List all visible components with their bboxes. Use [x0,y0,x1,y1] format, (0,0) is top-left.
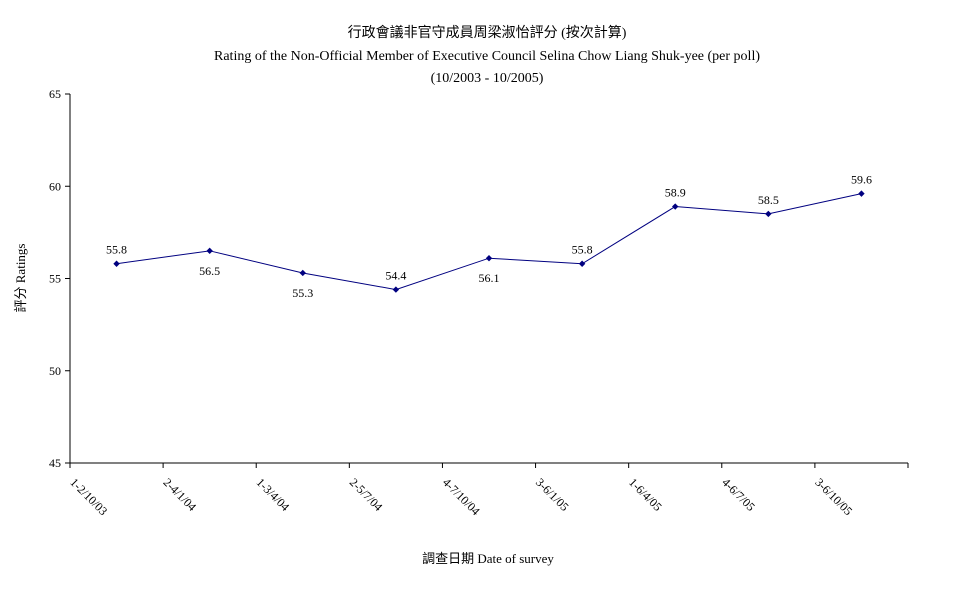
data-label: 58.5 [758,193,779,207]
data-point-marker [392,286,400,293]
axis-ticks: 45 50 55 60 65 1-2/10/03 2-4/1/04 1-3/4/04 2-5/7… [49,87,909,518]
x-tick-label: 1-3/4/04 [254,475,293,514]
data-point-marker [113,260,120,267]
data-label: 55.8 [572,243,593,257]
chart-title-zh: 行政會議非官守成員周梁淑怡評分 (按次計算) [348,24,627,41]
data-point-marker [672,203,679,210]
data-point-marker [299,269,306,277]
x-tick-label: 1-6/4/05 [626,475,665,514]
data-label: 54.4 [385,269,406,283]
chart-title-en: Rating of the Non-Official Member of Exe… [214,49,760,64]
data-point-marker [206,247,213,255]
y-tick-label: 50 [49,364,61,378]
y-tick-label: 65 [49,87,61,101]
data-labels: 55.8 56.5 55.3 54.4 56.1 55.8 58.9 58.5 59.6 [106,173,872,300]
x-tick-label: 2-5/7/04 [347,475,386,514]
data-point-marker [765,210,772,218]
x-tick-label: 1-2/10/03 [67,475,110,518]
data-label: 56.1 [479,271,500,285]
data-label: 59.6 [851,173,872,187]
x-tick-label: 2-4/1/04 [161,475,200,514]
x-axis-title: 調查日期 Date of survey [422,551,554,566]
chart-subtitle-period: (10/2003 - 10/2005) [431,71,544,86]
series-layer [113,190,865,293]
y-axis-title: 評分 Ratings [13,244,28,313]
data-label: 55.3 [292,286,313,300]
data-label: 56.5 [199,264,220,278]
data-point-marker [858,190,865,197]
data-label: 55.8 [106,243,127,257]
x-tick-label: 3-6/1/05 [533,475,572,514]
data-point-marker [485,255,493,262]
y-tick-label: 45 [49,456,61,470]
x-tick-label: 3-6/10/05 [812,475,855,518]
data-point-marker [578,260,586,267]
y-tick-label: 60 [49,179,61,193]
x-tick-label: 4-7/10/04 [440,475,483,518]
data-label: 58.9 [665,186,686,200]
y-tick-label: 55 [49,272,61,286]
x-tick-label: 4-6/7/05 [719,475,758,514]
